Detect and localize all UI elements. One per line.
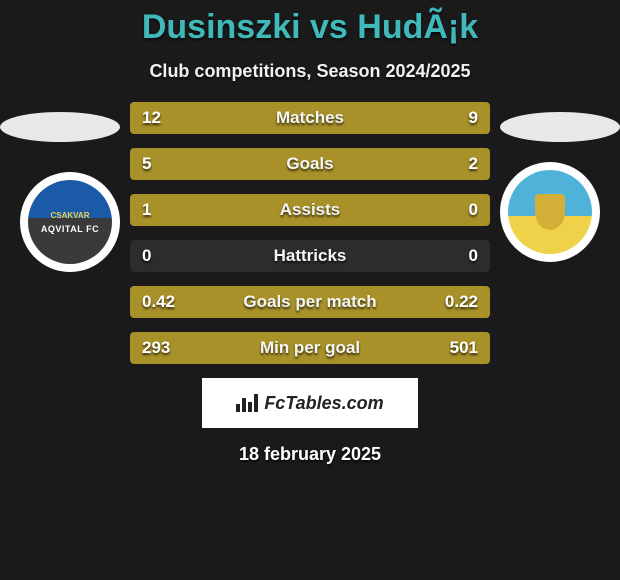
player-silhouette-right xyxy=(500,112,620,142)
stat-label: Goals xyxy=(286,154,333,174)
club-badge-gyirmot xyxy=(508,170,592,254)
club-logo-left: CSAKVAR AQVITAL FC xyxy=(20,172,120,272)
comparison-card: Dusinszki vs HudÃ¡k Club competitions, S… xyxy=(0,0,620,580)
stat-value-right: 0.22 xyxy=(445,292,478,312)
stat-label: Goals per match xyxy=(243,292,376,312)
stat-row: 0.42 0.22 Goals per match xyxy=(130,286,490,318)
stat-value-right: 501 xyxy=(450,338,478,358)
stat-row: 1 0 Assists xyxy=(130,194,490,226)
stat-label: Hattricks xyxy=(274,246,347,266)
fctables-text: FcTables.com xyxy=(264,393,383,414)
stat-row: 12 9 Matches xyxy=(130,102,490,134)
club-badge-csakvar: CSAKVAR AQVITAL FC xyxy=(28,180,112,264)
comparison-subtitle: Club competitions, Season 2024/2025 xyxy=(0,61,620,82)
stat-value-left: 12 xyxy=(142,108,161,128)
stat-row: 5 2 Goals xyxy=(130,148,490,180)
content-area: CSAKVAR AQVITAL FC 12 9 Matches 5 2 Goals 1 0 As… xyxy=(0,102,620,465)
fctables-logo[interactable]: FcTables.com xyxy=(202,378,418,428)
club-shield-icon xyxy=(535,194,565,230)
stat-value-right: 0 xyxy=(469,200,478,220)
stat-value-right: 9 xyxy=(469,108,478,128)
stats-list: 12 9 Matches 5 2 Goals 1 0 Assists 0 0 Hattricks 0.4… xyxy=(130,102,490,364)
stat-label: Assists xyxy=(280,200,340,220)
stat-label: Min per goal xyxy=(260,338,360,358)
stat-value-left: 293 xyxy=(142,338,170,358)
stat-value-right: 2 xyxy=(469,154,478,174)
stat-label: Matches xyxy=(276,108,344,128)
stat-fill-right xyxy=(328,102,490,134)
stat-value-left: 0.42 xyxy=(142,292,175,312)
player-silhouette-left xyxy=(0,112,120,142)
stat-value-left: 1 xyxy=(142,200,151,220)
stat-value-right: 0 xyxy=(469,246,478,266)
stat-value-left: 5 xyxy=(142,154,151,174)
comparison-title: Dusinszki vs HudÃ¡k xyxy=(0,0,620,47)
club-logo-right xyxy=(500,162,600,262)
club-text-mid-left: AQVITAL FC xyxy=(41,224,99,234)
stat-row: 293 501 Min per goal xyxy=(130,332,490,364)
club-text-top-left: CSAKVAR xyxy=(51,211,90,220)
comparison-date: 18 february 2025 xyxy=(0,444,620,465)
stat-row: 0 0 Hattricks xyxy=(130,240,490,272)
stat-value-left: 0 xyxy=(142,246,151,266)
bar-chart-icon xyxy=(236,394,258,412)
